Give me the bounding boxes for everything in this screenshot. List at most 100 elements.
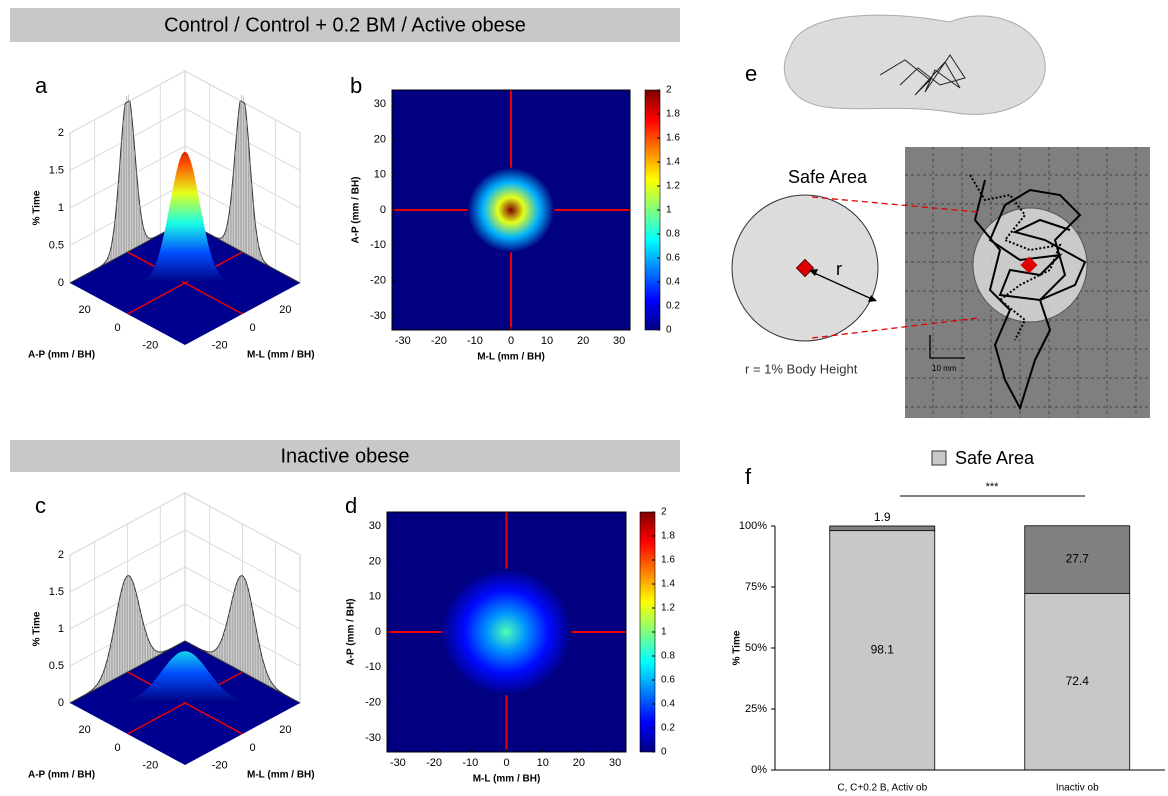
crosshair	[127, 251, 243, 315]
significance-label: ***	[986, 481, 1000, 493]
radius-label: r	[836, 259, 842, 279]
z-axis-label: % Time	[32, 611, 43, 646]
colorbar-tick-label: 0.4	[666, 277, 680, 288]
x-tick-label: 30	[613, 335, 625, 347]
y-tick-label: 20	[279, 724, 291, 736]
y-tick-label: 0%	[751, 764, 767, 776]
y-tick-label: -20	[365, 696, 381, 708]
y-tick-label: 0	[249, 322, 255, 334]
x-tick-label: -20	[431, 335, 447, 347]
z-axis-label: % Time	[32, 190, 43, 225]
x-tick-label: C, C+0.2 B, Activ ob	[837, 783, 927, 794]
y-axis-label: % Time	[732, 630, 743, 665]
colorbar-tick-label: 0.2	[661, 723, 675, 734]
x-tick-label: 0	[114, 742, 120, 754]
x-tick-label: 20	[577, 335, 589, 347]
center-marker	[795, 258, 815, 278]
foot	[783, 14, 1046, 115]
x-tick-label: -30	[395, 335, 411, 347]
density-blob	[467, 167, 555, 253]
y-tick-label: 75%	[745, 581, 767, 593]
y-tick-label: 20	[369, 555, 381, 567]
colorbar-tick-label: 1.2	[666, 181, 680, 192]
colorbar-tick-label: 1.2	[661, 603, 675, 614]
data-label: 1.9	[874, 510, 891, 524]
bar-segment	[829, 525, 936, 532]
y-axis-label: M-L (mm / BH)	[247, 350, 315, 361]
y-tick-label: 10	[374, 169, 386, 181]
panel-letter: a	[35, 73, 48, 98]
panel-letter: f	[745, 464, 752, 489]
x-axis-label: A-P (mm / BH)	[28, 770, 95, 781]
x-tick-label: -10	[462, 757, 478, 769]
colorbar-tick-label: 2	[661, 507, 667, 518]
y-tick-label: -20	[370, 274, 386, 286]
density-surface	[140, 151, 230, 282]
x-tick-label: 10	[537, 757, 549, 769]
scale-label: 10 mm	[932, 364, 957, 373]
z-tick-label: 1.5	[49, 164, 64, 176]
colorbar-tick-label: 0.4	[661, 699, 675, 710]
scale-bar	[929, 335, 965, 359]
header-bar	[10, 8, 680, 42]
y-tick-label: 0	[380, 204, 386, 216]
y-tick-label: 0	[249, 742, 255, 754]
y-tick-label: 30	[374, 98, 386, 110]
y-tick-label: 30	[369, 520, 381, 532]
header-bar	[10, 440, 680, 472]
legend-label: Safe Area	[955, 448, 1035, 468]
y-tick-label: -30	[370, 310, 386, 322]
safe-area-title: Safe Area	[788, 167, 868, 187]
z-tick-label: 1.5	[49, 586, 64, 598]
header: Control / Control + 0.2 BM / Active obes…	[164, 14, 526, 36]
x-tick-label: Inactiv ob	[1056, 783, 1099, 794]
grid-line	[69, 603, 301, 667]
y-tick-label: -20	[212, 760, 228, 772]
y-tick-label: -10	[365, 661, 381, 673]
x-tick-label: 0	[503, 757, 509, 769]
data-label: 98.1	[871, 642, 895, 656]
x-tick-label: 0	[508, 335, 514, 347]
x-axis-label: M-L (mm / BH)	[477, 352, 545, 363]
colorbar-tick-label: 1.8	[661, 531, 675, 542]
x-tick-label: 10	[541, 335, 553, 347]
colorbar-tick-label: 1.4	[661, 579, 675, 590]
x-tick-label: -10	[467, 335, 483, 347]
z-tick-label: 0	[58, 277, 64, 289]
x-tick-label: -30	[390, 757, 406, 769]
y-tick-label: 100%	[739, 520, 767, 532]
header: Inactive obese	[281, 445, 410, 467]
z-tick-label: 0.5	[49, 239, 64, 251]
panel-letter: b	[350, 73, 362, 98]
colorbar-tick-label: 0	[666, 325, 672, 336]
colorbar-tick-label: 0.2	[666, 301, 680, 312]
colorbar-tick-label: 0.8	[666, 229, 680, 240]
y-tick-label: 25%	[745, 703, 767, 715]
data-label: 27.7	[1066, 552, 1090, 566]
z-tick-label: 1	[58, 202, 64, 214]
data-label: 72.4	[1066, 674, 1090, 688]
crosshair	[127, 671, 243, 735]
z-tick-label: 0.5	[49, 660, 64, 672]
bar-segment	[829, 530, 936, 771]
radius-caption: r = 1% Body Height	[745, 361, 858, 376]
y-tick-label: -10	[370, 239, 386, 251]
y-tick-label: 50%	[745, 642, 767, 654]
y-tick-label: 20	[279, 304, 291, 316]
colorbar-tick-label: 0.8	[661, 651, 675, 662]
zoom-line	[811, 196, 979, 213]
x-tick-label: -20	[142, 340, 158, 352]
z-tick-label: 2	[58, 127, 64, 139]
y-axis-label: A-P (mm / BH)	[346, 598, 357, 665]
x-tick-label: -20	[426, 757, 442, 769]
colorbar-tick-label: 1	[666, 205, 672, 216]
x-tick-label: 30	[609, 757, 621, 769]
colorbar-tick-label: 0.6	[661, 675, 675, 686]
legend-swatch	[931, 450, 947, 466]
arrow-head	[868, 295, 877, 302]
x-tick-label: 20	[573, 757, 585, 769]
colorbar-tick-label: 1.6	[661, 555, 675, 566]
colorbar-tick-label: 1	[661, 627, 667, 638]
y-tick-label: 10	[369, 591, 381, 603]
radius-arrow	[811, 271, 875, 301]
